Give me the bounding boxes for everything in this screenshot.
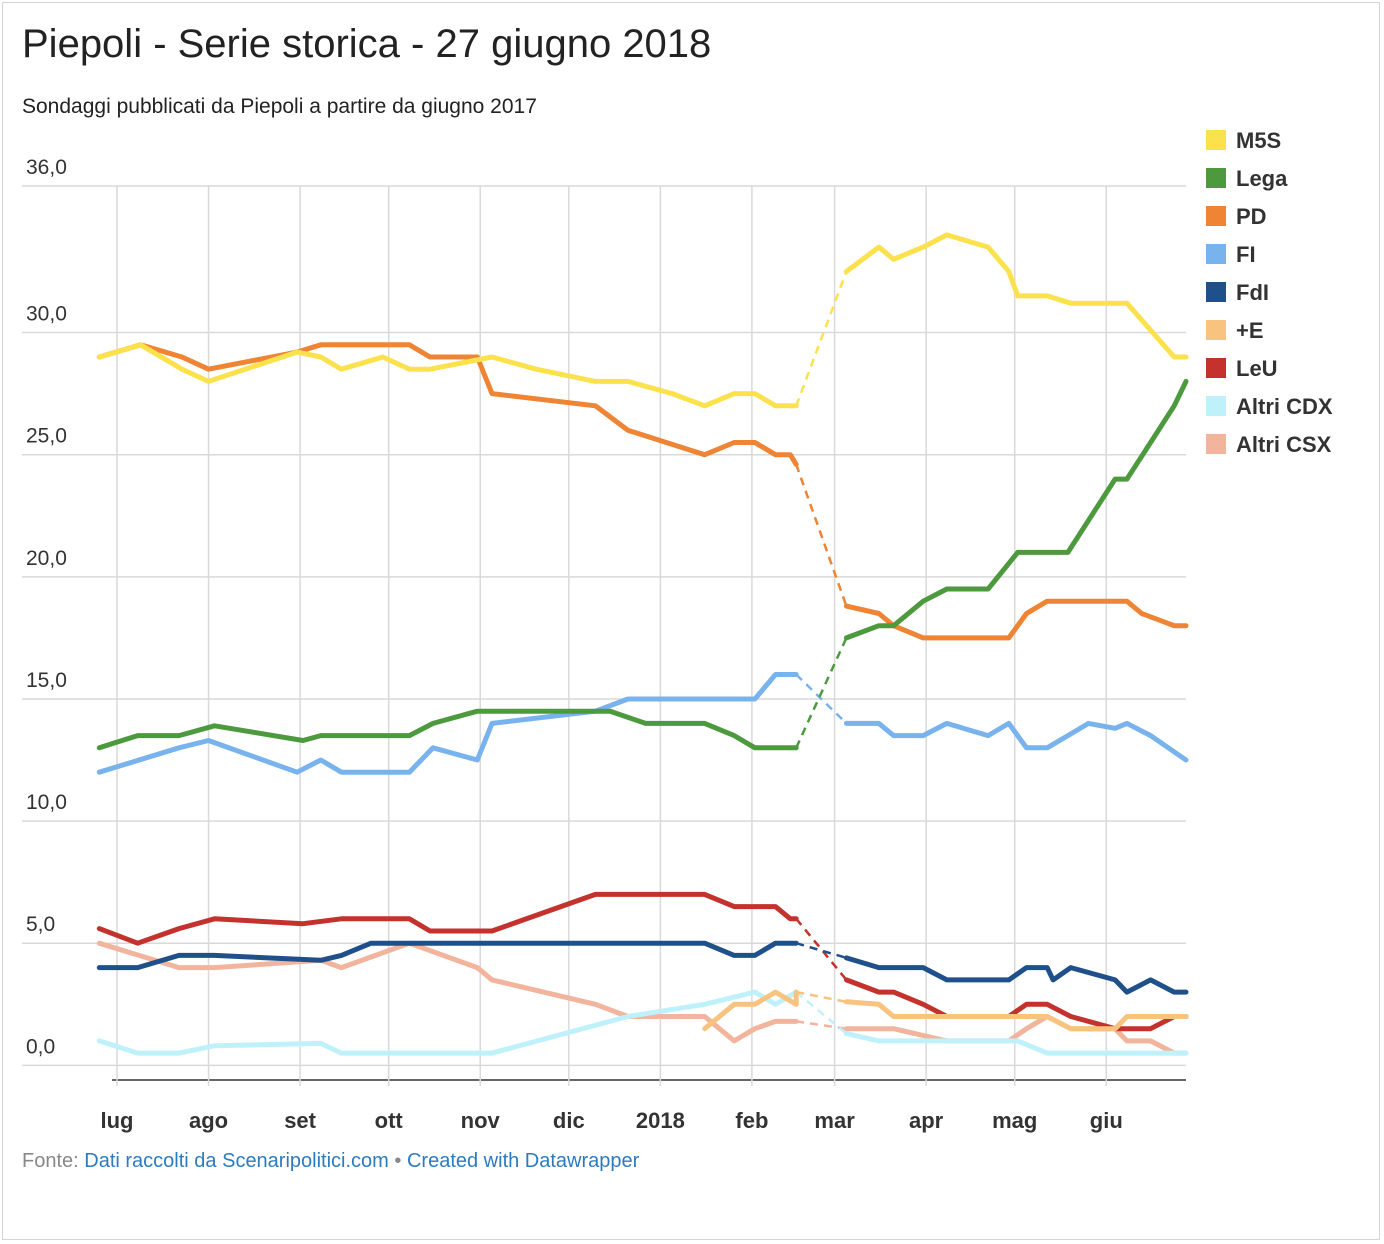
series-gap-pd [795, 464, 848, 607]
series-line-fi [96, 672, 799, 775]
legend-label-altri-cdx: Altri CDX [1236, 394, 1333, 419]
legend-label-leu: LeU [1236, 356, 1278, 381]
y-tick-label: 20,0 [26, 547, 67, 570]
legend-item-lega[interactable]: Lega [1206, 166, 1288, 191]
y-tick-label: 5,0 [26, 913, 55, 936]
series-line-e [843, 999, 1189, 1032]
series-line-leu [96, 891, 799, 946]
footer-prefix: Fonte: [22, 1150, 79, 1172]
x-tick-label: dic [553, 1108, 585, 1133]
legend-item-leu[interactable]: LeU [1206, 356, 1278, 381]
legend-swatch-m5s [1206, 130, 1226, 150]
datawrapper-link[interactable]: Created with Datawrapper [406, 1150, 640, 1172]
legend-swatch-leu [1206, 358, 1226, 378]
x-tick-label: set [284, 1108, 316, 1133]
series-lines [96, 232, 1189, 1056]
legend-swatch-e [1206, 320, 1226, 340]
y-tick-label: 30,0 [26, 303, 67, 326]
y-tick-label: 0,0 [26, 1035, 55, 1058]
series-line-m5s [96, 342, 799, 409]
series-gap-e [795, 990, 847, 1004]
series-line-fi [843, 720, 1189, 763]
legend-label-fi: FI [1236, 242, 1256, 267]
series-line-altri-cdx [843, 1031, 1189, 1056]
series-line-fdi [843, 955, 1189, 995]
chart-subtitle: Sondaggi pubblicati da Piepoli a partire… [22, 95, 537, 118]
chart-title: Piepoli - Serie storica - 27 giugno 2018 [22, 22, 712, 66]
x-tick-label: lug [101, 1108, 134, 1133]
source-link[interactable]: Dati raccolti da Scenaripolitici.com [84, 1150, 389, 1172]
legend-item-altri-csx[interactable]: Altri CSX [1206, 432, 1332, 457]
y-tick-label: 36,0 [26, 156, 67, 179]
series-gap-altri-csx [796, 1020, 847, 1030]
legend-item-fdi[interactable]: FdI [1206, 280, 1269, 305]
series-line-altri-cdx [96, 989, 799, 1056]
legend-label-pd: PD [1236, 204, 1267, 229]
x-tick-label: ott [375, 1108, 404, 1133]
series-line-leu [843, 977, 1189, 1032]
legend-swatch-fdi [1206, 282, 1226, 302]
legend-swatch-lega [1206, 168, 1226, 188]
legend-label-e: +E [1236, 318, 1264, 343]
series-gap-leu [795, 917, 848, 981]
series-line-pd [96, 342, 799, 467]
legend-item-e[interactable]: +E [1206, 318, 1264, 343]
legend-swatch-altri-cdx [1206, 396, 1226, 416]
series-gap-lega [795, 637, 848, 749]
series-line-lega [96, 708, 799, 751]
legend-swatch-altri-csx [1206, 434, 1226, 454]
x-tick-label: nov [461, 1108, 501, 1133]
series-line-altri-csx [96, 940, 799, 1044]
legend-item-m5s[interactable]: M5S [1206, 128, 1281, 153]
legend-item-pd[interactable]: PD [1206, 204, 1267, 229]
x-tick-label: mar [814, 1108, 855, 1133]
footer-separator: • [394, 1150, 402, 1172]
series-gap-m5s [795, 271, 848, 407]
legend[interactable]: M5S Lega PD FI FdI +E LeU Altri CDX Altri CSX [1206, 128, 1333, 457]
series-line-fdi [96, 940, 799, 971]
legend-label-m5s: M5S [1236, 128, 1281, 153]
legend-item-fi[interactable]: FI [1206, 242, 1256, 267]
x-tick-label: apr [909, 1108, 944, 1133]
series-line-altri-csx [843, 1014, 1189, 1056]
series-gap-altri-cdx [795, 991, 848, 1035]
series-line-e [702, 989, 799, 1032]
x-tick-label: giu [1090, 1108, 1123, 1133]
legend-item-altri-cdx[interactable]: Altri CDX [1206, 394, 1333, 419]
series-gap-fi [795, 673, 848, 725]
legend-label-lega: Lega [1236, 166, 1288, 191]
series-gap-fdi [795, 942, 847, 960]
x-tick-label: feb [735, 1108, 768, 1133]
y-tick-label: 10,0 [26, 791, 67, 814]
x-axis-ticks: lug ago set ott nov dic 2018 feb mar apr mag giu [101, 1108, 1123, 1133]
x-tick-label: mag [992, 1108, 1037, 1133]
chart-footer: Fonte: Dati raccolti da Scenaripolitici.… [22, 1150, 639, 1173]
x-tick-label: 2018 [636, 1108, 685, 1133]
legend-label-altri-csx: Altri CSX [1236, 432, 1332, 457]
series-line-lega [843, 378, 1189, 641]
legend-swatch-pd [1206, 206, 1226, 226]
y-tick-label: 25,0 [26, 425, 67, 448]
legend-swatch-fi [1206, 244, 1226, 264]
y-tick-label: 15,0 [26, 669, 67, 692]
y-axis-ticks: 0,0 5,0 10,0 15,0 20,0 25,0 30,0 36,0 [26, 156, 67, 1058]
legend-label-fdi: FdI [1236, 280, 1269, 305]
series-line-m5s [843, 232, 1189, 360]
x-tick-label: ago [189, 1108, 228, 1133]
